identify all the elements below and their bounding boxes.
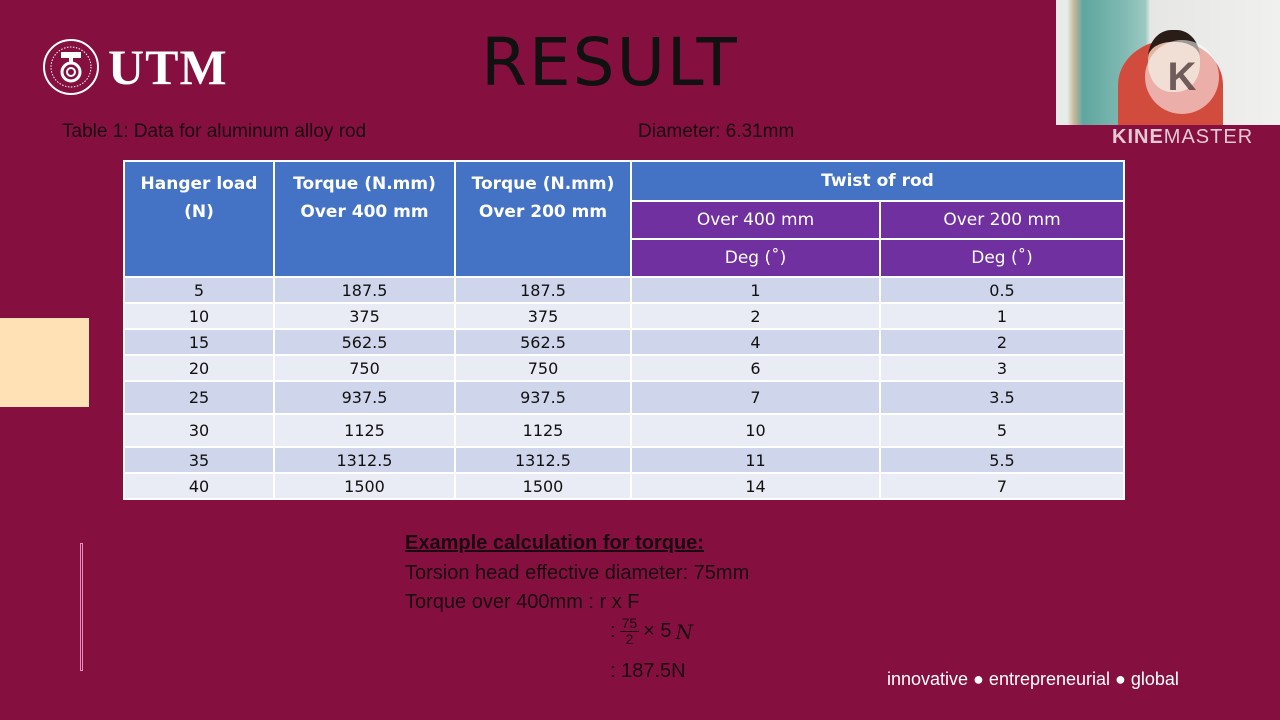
table-row: 5 187.5 187.5 1 0.5: [123, 276, 1125, 304]
cell-twist-400: 11: [630, 446, 881, 474]
slide-title: RESULT: [481, 24, 739, 101]
calculation-line-formula: Torque over 400mm : r x F: [405, 591, 640, 613]
cell-torque-200: 375: [454, 302, 632, 330]
table-row: 10 375 375 2 1: [123, 302, 1125, 330]
table-row: 20 750 750 6 3: [123, 354, 1125, 382]
header-twist-of-rod: Twist of rod: [630, 160, 1125, 202]
fraction: 75 2: [619, 615, 640, 647]
cell-torque-400: 1500: [273, 472, 456, 500]
table-row: 35 1312.5 1312.5 11 5.5: [123, 446, 1125, 474]
header-hanger-load: Hanger load (N): [123, 160, 275, 278]
cell-torque-200: 187.5: [454, 276, 632, 304]
header-torque-200: Torque (N.mm) Over 200 mm: [454, 160, 632, 278]
logo-text: UTM: [108, 39, 228, 95]
cell-torque-200: 937.5: [454, 380, 632, 415]
cell-load: 10: [123, 302, 275, 330]
calculation-result: : 187.5N: [610, 660, 686, 682]
webcam-overlay: K: [1056, 0, 1280, 125]
cell-load: 35: [123, 446, 275, 474]
calculation-title: Example calculation for torque:: [405, 532, 704, 554]
cell-twist-200: 7: [879, 472, 1125, 500]
cell-twist-400: 10: [630, 413, 881, 448]
table-row: 15 562.5 562.5 4 2: [123, 328, 1125, 356]
utm-logo: UTM: [42, 38, 228, 96]
example-calculation: Example calculation for torque: Torsion …: [405, 532, 750, 682]
cell-torque-400: 1312.5: [273, 446, 456, 474]
cell-torque-200: 1312.5: [454, 446, 632, 474]
header-twist-400: Over 400 mm: [630, 200, 881, 240]
cell-torque-200: 1500: [454, 472, 632, 500]
cell-twist-400: 7: [630, 380, 881, 415]
cell-load: 15: [123, 328, 275, 356]
cell-twist-200: 5: [879, 413, 1125, 448]
kinemaster-logo-icon: K: [1145, 40, 1219, 114]
footer-tagline: innovative ● entrepreneurial ● global: [887, 669, 1179, 689]
cell-twist-200: 0.5: [879, 276, 1125, 304]
cell-twist-200: 3.5: [879, 380, 1125, 415]
cell-torque-200: 562.5: [454, 328, 632, 356]
cell-torque-400: 562.5: [273, 328, 456, 356]
cell-load: 30: [123, 413, 275, 448]
header-deg-200: Deg (˚): [879, 238, 1125, 278]
decorative-beige-box: [0, 318, 89, 407]
cell-twist-400: 2: [630, 302, 881, 330]
results-table: Hanger load (N) Torque (N.mm) Over 400 mm …: [123, 160, 1125, 500]
cell-load: 5: [123, 276, 275, 304]
kinemaster-watermark: KINEMASTER: [1112, 126, 1254, 148]
cell-twist-400: 4: [630, 328, 881, 356]
cell-load: 25: [123, 380, 275, 415]
cell-twist-400: 1: [630, 276, 881, 304]
cell-twist-400: 14: [630, 472, 881, 500]
cell-twist-200: 5.5: [879, 446, 1125, 474]
cell-torque-400: 937.5: [273, 380, 456, 415]
header-twist-200: Over 200 mm: [879, 200, 1125, 240]
cell-torque-400: 375: [273, 302, 456, 330]
calculation-line-diameter: Torsion head effective diameter: 75mm: [405, 562, 750, 584]
header-deg-400: Deg (˚): [630, 238, 881, 278]
table-caption: Table 1: Data for aluminum alloy rod: [62, 121, 367, 142]
table-row: 40 1500 1500 14 7: [123, 472, 1125, 500]
cell-torque-200: 750: [454, 354, 632, 382]
utm-emblem-icon: [43, 39, 99, 95]
cell-twist-200: 2: [879, 328, 1125, 356]
diameter-label: Diameter: 6.31mm: [638, 121, 795, 142]
cell-load: 20: [123, 354, 275, 382]
header-torque-400: Torque (N.mm) Over 400 mm: [273, 160, 456, 278]
table-row: 25 937.5 937.5 7 3.5: [123, 380, 1125, 415]
cell-twist-200: 3: [879, 354, 1125, 382]
cell-twist-400: 6: [630, 354, 881, 382]
decorative-vertical-line: [80, 543, 83, 671]
cell-torque-400: 1125: [273, 413, 456, 448]
cell-load: 40: [123, 472, 275, 500]
table-row: 30 1125 1125 10 5: [123, 413, 1125, 448]
cell-twist-200: 1: [879, 302, 1125, 330]
cell-torque-200: 1125: [454, 413, 632, 448]
cell-torque-400: 187.5: [273, 276, 456, 304]
cell-torque-400: 750: [273, 354, 456, 382]
